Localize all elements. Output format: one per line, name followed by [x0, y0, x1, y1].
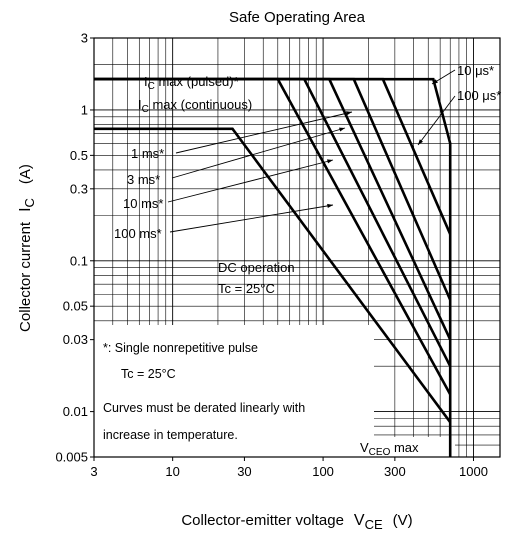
- y-tick-label: 1: [81, 102, 88, 117]
- notes-box-background: [94, 325, 374, 457]
- axis-ticks: 3 10 30 100 300 1000 0.005 0.01 0.03 0.05 0.1 0.3 0.…: [55, 31, 488, 480]
- label-ic-max-continuous: IC max (continuous): [138, 97, 252, 115]
- y-axis-label: Collector current IC (A): [17, 164, 37, 332]
- y-axis-unit: (A): [17, 164, 34, 184]
- vceo-text: max: [390, 440, 419, 455]
- ic-pulsed-sub: C: [148, 81, 155, 92]
- x-axis-label: Collector-emitter voltage VCE (V): [181, 512, 412, 532]
- x-tick-label: 30: [237, 464, 251, 479]
- y-tick-label: 0.01: [63, 404, 88, 419]
- y-tick-label: 0.1: [70, 253, 88, 268]
- label-100ms: 100 ms*: [114, 226, 162, 241]
- leader-arrowhead: [432, 79, 438, 84]
- chart-title: Safe Operating Area: [229, 9, 366, 26]
- vceo-label-background: [355, 437, 455, 457]
- y-tick-label: 0.05: [63, 299, 88, 314]
- ic-cont-text: max (continuous): [149, 97, 252, 112]
- note-single-pulse: *: Single nonrepetitive pulse: [103, 341, 258, 355]
- label-10us: 10 μs*: [457, 63, 494, 78]
- leader-arrowhead: [327, 159, 333, 164]
- label-dc-operation: DC operation: [218, 260, 295, 275]
- leader-arrowhead: [327, 203, 333, 208]
- plot-frame: [93, 37, 501, 458]
- y-tick-label: 0.5: [70, 148, 88, 163]
- soa-curve-6: [94, 77, 452, 396]
- leader-arrowhead: [418, 139, 423, 145]
- leader-arrowhead: [346, 111, 352, 116]
- leader-line: [417, 95, 456, 146]
- x-axis-title: Collector-emitter voltage: [181, 512, 344, 529]
- x-axis-symbol: V: [354, 512, 365, 529]
- y-tick-label: 0.03: [63, 332, 88, 347]
- ic-cont-symbol: I: [138, 97, 142, 112]
- ic-pulsed-text: max (pulsed)*: [155, 74, 239, 89]
- note-derate-line-2: increase in temperature.: [103, 428, 238, 442]
- y-tick-label: 0.3: [70, 181, 88, 196]
- x-axis-unit: (V): [393, 512, 413, 529]
- y-tick-label: 3: [81, 31, 88, 46]
- label-dc-tc: Tc = 25°C: [218, 281, 275, 296]
- x-axis-sub: CE: [365, 517, 383, 532]
- leader-line: [167, 159, 334, 203]
- vceo-sub: CEO: [369, 447, 391, 458]
- leader-arrowhead: [339, 127, 345, 132]
- leader-line: [171, 127, 346, 179]
- leader-line: [169, 204, 334, 233]
- ic-cont-sub: C: [142, 104, 149, 115]
- y-axis-sub: C: [22, 198, 37, 207]
- label-vceo-max: VCEO max: [360, 440, 419, 458]
- label-100us: 100 μs*: [457, 88, 501, 103]
- label-10ms: 10 ms*: [123, 196, 163, 211]
- x-tick-label: 300: [384, 464, 406, 479]
- vceo-symbol: V: [360, 440, 369, 455]
- label-leader-lines: [167, 69, 456, 233]
- label-ic-max-pulsed: IC max (pulsed)*: [144, 74, 239, 92]
- y-axis-symbol: I: [17, 207, 34, 211]
- note-tc: Tc = 25°C: [121, 367, 176, 381]
- label-1ms: 1 ms*: [131, 146, 164, 161]
- label-3ms: 3 ms*: [127, 172, 160, 187]
- soa-curves: [94, 77, 452, 457]
- y-tick-label: 0.005: [55, 450, 88, 465]
- x-tick-label: 3: [90, 464, 97, 479]
- ic-pulsed-symbol: I: [144, 74, 148, 89]
- x-tick-label: 1000: [459, 464, 488, 479]
- note-derate-line-1: Curves must be derated linearly with: [103, 401, 305, 415]
- leader-line: [175, 111, 353, 154]
- x-tick-label: 100: [312, 464, 334, 479]
- y-axis-title: Collector current: [17, 221, 34, 332]
- x-tick-label: 10: [165, 464, 179, 479]
- soa-curve-7: [94, 127, 452, 423]
